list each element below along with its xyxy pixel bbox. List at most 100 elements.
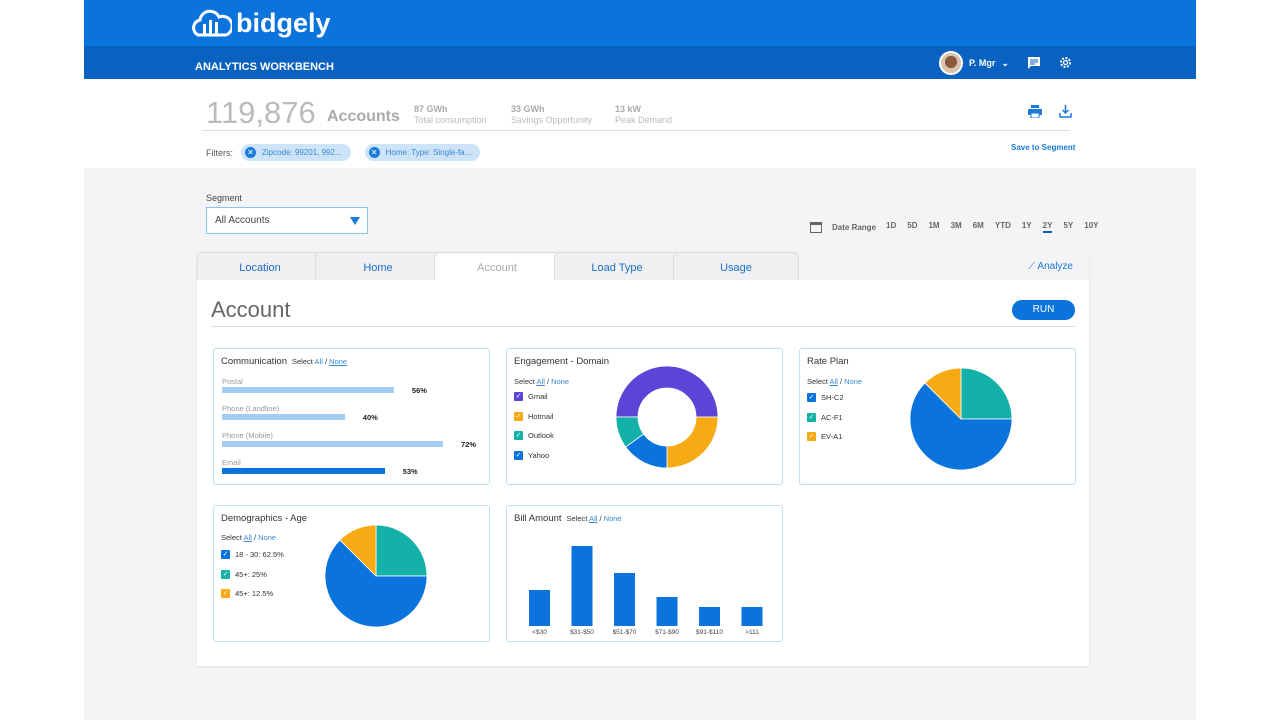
checkbox-checked-icon[interactable]: ✓ [221,550,230,559]
date-range-option[interactable]: YTD [994,221,1011,230]
tab-location[interactable]: Location [197,252,323,280]
date-range-option[interactable]: 2Y [1042,221,1053,233]
panel-title: Bill Amount [514,513,562,524]
select-all-link[interactable]: All [829,377,838,386]
accounts-label: Accounts [327,108,400,125]
checkbox-checked-icon[interactable]: ✓ [514,431,523,440]
pie-slice[interactable] [324,539,428,628]
bar[interactable] [222,387,394,393]
select-links: Select All / None [807,377,863,386]
legend-label: AC-F1 [821,412,843,422]
checkbox-checked-icon[interactable]: ✓ [807,412,816,422]
close-icon[interactable]: ✕ [368,147,380,158]
bar-label: Phone (Landline) [222,404,280,413]
legend-item[interactable]: ✓ 45+: 12.5% [221,589,273,598]
legend-item[interactable]: ✓ Gmail [514,392,548,401]
tab-home[interactable]: Home [315,252,441,280]
legend-item[interactable]: ✓ 45+: 25% [221,569,267,579]
checkbox-checked-icon[interactable]: ✓ [514,392,523,401]
bill-amount-bar-chart: <$30 $31-$50 $51-$70 $71-$90 $91-$110 >111 [529,546,763,636]
select-all-link[interactable]: All [589,514,598,523]
calendar-icon[interactable] [810,221,822,233]
select-prefix: Select [221,533,242,542]
pie-slice[interactable] [666,416,719,469]
bar-value: 40% [362,413,378,422]
print-icon[interactable] [1028,105,1042,118]
stat-value: 33 GWh [511,104,545,114]
date-range-option[interactable]: 5Y [1063,221,1074,230]
accounts-count: 119,876 [206,95,316,130]
filter-chip-home-type[interactable]: ✕ Home: Type: Single-fa... [364,144,481,161]
checkbox-checked-icon[interactable]: ✓ [514,411,523,421]
x-tick-label: $31-$50 [570,629,594,636]
age-pie-chart [324,524,428,628]
pie-slice[interactable] [924,367,962,420]
checkbox-checked-icon[interactable]: ✓ [807,432,816,441]
pie-slice[interactable] [615,365,719,418]
date-range-option[interactable]: 1Y [1021,221,1032,230]
select-none-link[interactable]: None [603,514,622,523]
pie-slice[interactable] [909,382,1013,471]
select-all-link[interactable]: All [314,357,323,366]
run-button[interactable]: RUN [1012,300,1075,320]
bar[interactable] [222,414,345,420]
checkbox-checked-icon[interactable]: ✓ [221,569,230,579]
bar[interactable] [741,607,763,626]
tab-account[interactable]: Account [434,252,560,280]
select-links: Select All / None [292,357,347,366]
bar[interactable] [571,546,593,626]
gear-icon[interactable] [1059,56,1072,69]
select-none-link[interactable]: None [844,377,863,386]
pie-slice[interactable] [615,416,645,448]
checkbox-checked-icon[interactable]: ✓ [221,589,230,598]
select-none-link[interactable]: None [329,357,348,366]
date-range-option[interactable]: 1M [928,221,940,230]
panel-title: Rate Plan [807,356,849,367]
legend-item[interactable]: ✓ SH-C2 [807,393,844,402]
chat-icon[interactable] [1027,56,1041,69]
filter-chip-zipcode[interactable]: ✕ Zipcode: 99201, 992... [241,144,351,161]
tab-usage[interactable]: Usage [673,252,799,280]
bar[interactable] [222,441,444,447]
app: bidgely ANALYTICS WORKBENCH P. Mgr ⌄ 119… [84,0,1196,720]
legend-item[interactable]: ✓ 18 - 30: 62.5% [221,550,284,559]
user-menu[interactable]: P. Mgr ⌄ [939,51,1009,75]
select-none-link[interactable]: None [258,533,277,542]
bar[interactable] [699,607,720,626]
checkbox-checked-icon[interactable]: ✓ [514,450,523,460]
analyze-link[interactable]: ⟋ Analyze [1028,261,1073,272]
legend-item[interactable]: ✓ EV-A1 [807,432,842,441]
legend-item[interactable]: ✓ Outlook [514,431,554,440]
checkbox-checked-icon[interactable]: ✓ [807,393,816,402]
pie-slice[interactable] [375,524,428,577]
select-all-link[interactable]: All [536,377,545,386]
select-none-link[interactable]: None [551,377,570,386]
date-range-option[interactable]: 3M [950,221,962,230]
select-all-link[interactable]: All [243,533,252,542]
date-range-option[interactable]: 6M [972,221,984,230]
tab-load-type[interactable]: Load Type [554,252,680,280]
select-prefix: Select [514,377,535,386]
logo[interactable]: bidgely [190,8,331,39]
date-range-option[interactable]: 1D [886,221,897,230]
date-range-option[interactable]: 10Y [1084,221,1099,230]
download-icon[interactable] [1059,104,1072,118]
x-tick-label: <$30 [532,629,547,636]
segment-value: All Accounts [215,215,270,226]
legend-item[interactable]: ✓ Yahoo [514,450,549,460]
segment-select[interactable]: All Accounts [206,207,368,234]
date-range-option[interactable]: 5D [907,221,918,230]
bar[interactable] [222,468,385,474]
bar[interactable] [614,573,635,626]
pie-slice[interactable] [960,367,1013,420]
close-icon[interactable]: ✕ [245,147,256,158]
app-title: ANALYTICS WORKBENCH [195,61,334,73]
select-prefix: Select [292,357,313,366]
legend-item[interactable]: ✓ AC-F1 [807,412,843,422]
bar[interactable] [529,590,550,626]
panel-title-row: Communication Select All / None [221,356,347,367]
legend-item[interactable]: ✓ Hotmail [514,411,553,421]
pie-slice[interactable] [339,524,377,577]
bar[interactable] [656,597,678,626]
save-to-segment-link[interactable]: Save to Segment [1011,143,1076,152]
